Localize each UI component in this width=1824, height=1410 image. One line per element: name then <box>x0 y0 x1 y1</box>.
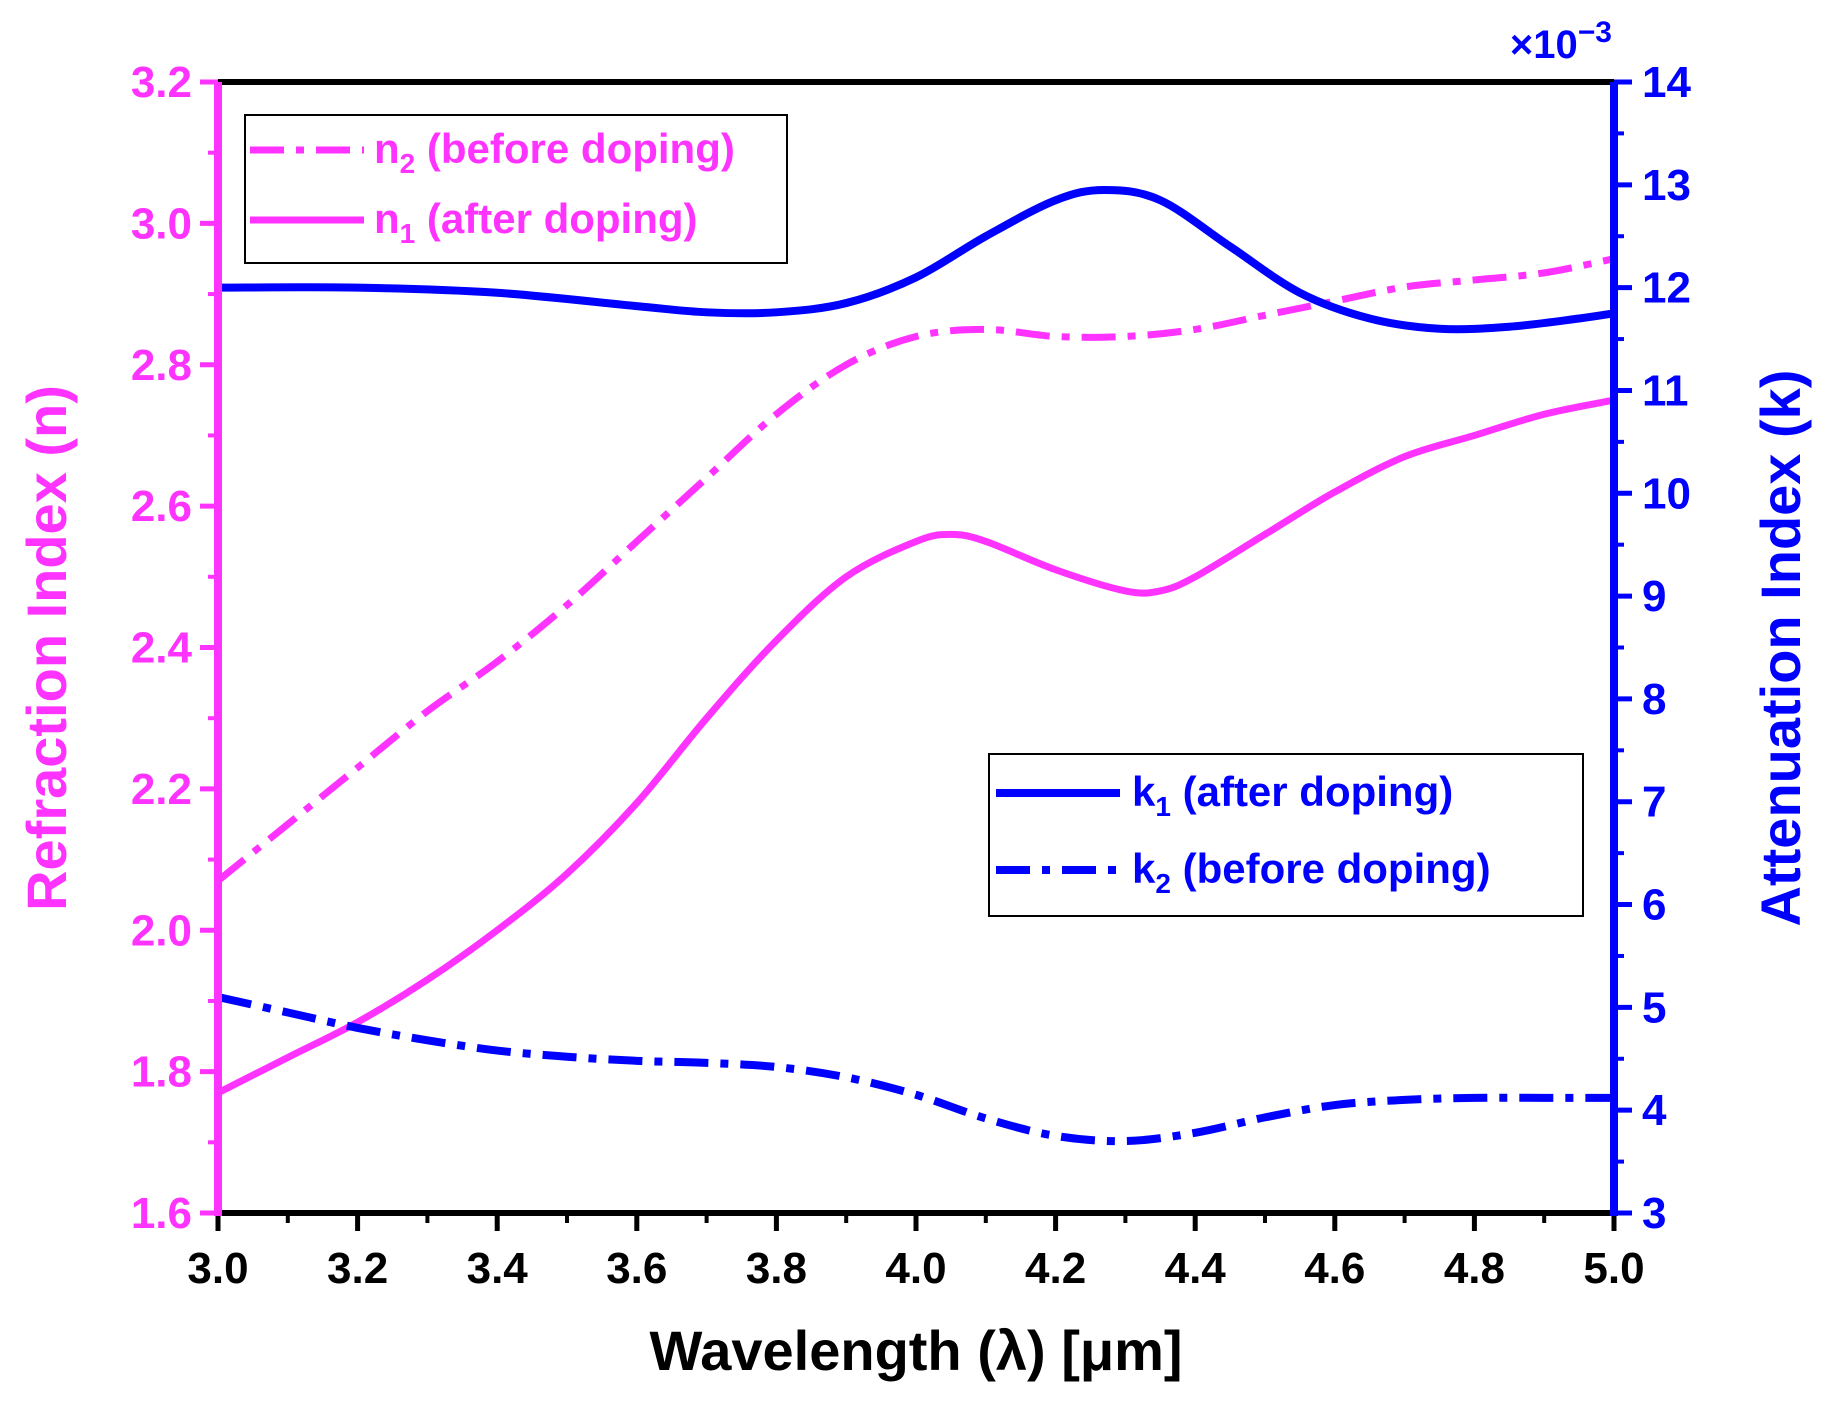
x-tick-label: 4.2 <box>1025 1244 1086 1293</box>
y-axis-right-label: Attenuation Index (k) <box>1749 370 1812 927</box>
y-left-tick-label: 2.6 <box>131 482 192 531</box>
legend-n1-sym: n <box>374 195 400 242</box>
legend-k1-sub: 1 <box>1155 791 1171 822</box>
y-right-tick-label: 3 <box>1642 1189 1666 1238</box>
x-tick-label: 4.8 <box>1444 1244 1505 1293</box>
y-right-tick-label: 12 <box>1642 264 1691 313</box>
x-axis-label: Wavelength (λ) [μm] <box>649 1319 1182 1382</box>
y-right-tick-label: 14 <box>1642 58 1691 107</box>
y-left-tick-label: 2.8 <box>131 341 192 390</box>
y-right-tick-label: 10 <box>1642 469 1691 518</box>
series-line-k2-before-doping <box>218 993 1614 1146</box>
legend-k1-rest: (after doping) <box>1171 768 1453 815</box>
right-axis-multiplier: ×10−3 <box>1510 16 1612 67</box>
y-left-tick-label: 1.6 <box>131 1189 192 1238</box>
series-line-n1-after-doping <box>218 396 1614 1096</box>
ticks-layer: 3.0 3.2 3.4 3.6 3.8 4.0 4.2 4.4 4.6 4.8 5.0 1.6 1.8 2… <box>131 58 1692 1293</box>
x-tick-label: 4.6 <box>1304 1244 1365 1293</box>
x-tick-label: 3.6 <box>606 1244 667 1293</box>
legend-n2-label: n2 (before doping) <box>374 125 735 179</box>
legend-k-box <box>988 753 1584 917</box>
y-right-tick-label: 8 <box>1642 675 1666 724</box>
legend-n: n2 (before doping) n1 (after doping) <box>244 114 788 264</box>
legend-n1-sub: 1 <box>400 218 416 249</box>
legend-k2-sub: 2 <box>1155 868 1171 899</box>
legend-k1-sym: k <box>1132 768 1156 815</box>
y-left-tick-label: 3.0 <box>131 199 192 248</box>
y-left-tick-label: 2.0 <box>131 906 192 955</box>
multiplier-exponent: −3 <box>1578 16 1612 49</box>
legend-n1-rest: (after doping) <box>415 195 697 242</box>
series-line-k1-after-doping <box>218 185 1614 334</box>
y-right-tick-label: 5 <box>1642 983 1666 1032</box>
legend-n2-sym: n <box>374 125 400 172</box>
legend-n2-rest: (before doping) <box>415 125 735 172</box>
x-tick-label: 4.0 <box>885 1244 946 1293</box>
series-line-n2-before-doping <box>218 255 1614 884</box>
y-right-tick-label: 9 <box>1642 572 1666 621</box>
legend-k2-rest: (before doping) <box>1171 845 1491 892</box>
y-right-tick-label: 6 <box>1642 881 1666 930</box>
x-tick-label: 5.0 <box>1583 1244 1644 1293</box>
y-left-tick-label: 2.4 <box>131 624 193 673</box>
legend-k: k1 (after doping) k2 (before doping) <box>988 753 1584 917</box>
legend-k1-label: k1 (after doping) <box>1132 768 1453 822</box>
y-right-tick-label: 13 <box>1642 161 1691 210</box>
x-tick-label: 3.8 <box>746 1244 807 1293</box>
series-layer <box>218 185 1614 1146</box>
y-right-tick-label: 7 <box>1642 778 1666 827</box>
y-right-tick-label: 4 <box>1642 1086 1667 1135</box>
multiplier-base: ×10 <box>1510 23 1578 67</box>
x-tick-label: 4.4 <box>1165 1244 1227 1293</box>
y-right-tick-label: 11 <box>1642 366 1689 415</box>
legend-n2-sub: 2 <box>400 148 416 179</box>
y-axis-left-label: Refraction Index (n) <box>15 385 78 911</box>
x-tick-label: 3.2 <box>327 1244 388 1293</box>
legend-k2-sym: k <box>1132 845 1156 892</box>
y-left-tick-label: 1.8 <box>131 1048 192 1097</box>
legend-k2-label: k2 (before doping) <box>1132 845 1491 899</box>
x-tick-label: 3.4 <box>467 1244 529 1293</box>
legend-n-box <box>244 114 788 264</box>
legend-n1-label: n1 (after doping) <box>374 195 698 249</box>
y-left-tick-label: 3.2 <box>131 58 192 107</box>
x-tick-label: 3.0 <box>187 1244 248 1293</box>
y-left-tick-label: 2.2 <box>131 765 192 814</box>
